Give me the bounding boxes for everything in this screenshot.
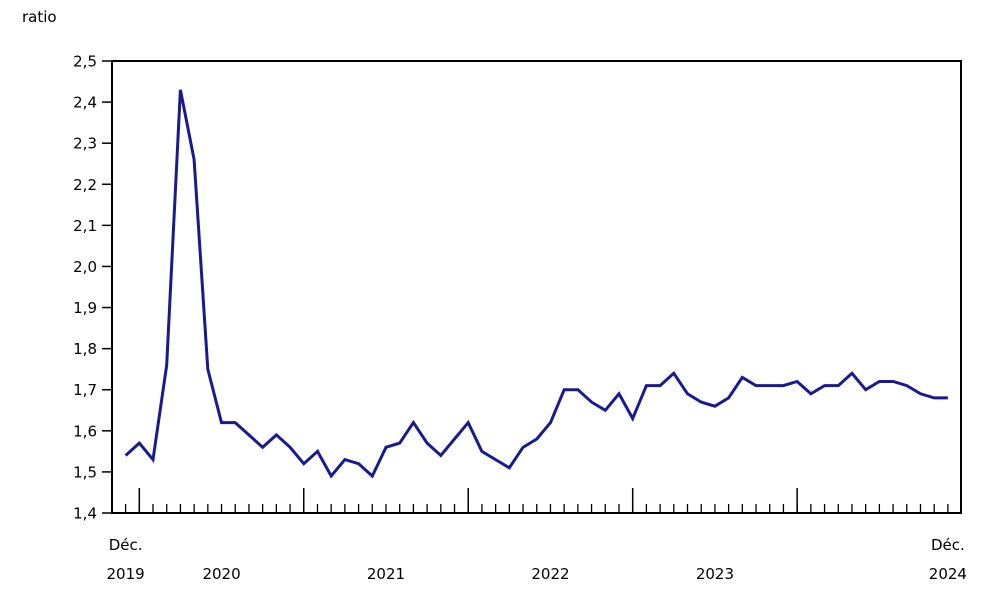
y-axis-tick-label: 1,5 [73,463,97,481]
y-axis-tick-label: 2,0 [73,258,97,276]
x-axis-month-label: Déc. [931,536,965,554]
y-axis-tick-label: 1,6 [73,422,97,440]
y-axis-tick-label: 2,5 [73,53,97,71]
x-axis-year-label: 2020 [202,565,240,583]
x-axis-year-label: 2022 [531,565,569,583]
y-axis-tick-label: 2,2 [73,176,97,194]
x-axis-year-label: 2021 [367,565,405,583]
x-axis-year-label: 2019 [107,565,145,583]
x-axis-month-label: Déc. [109,536,143,554]
y-axis-tick-label: 2,4 [73,94,97,112]
plot-frame [111,60,962,514]
y-axis-tick-label: 2,3 [73,135,97,153]
y-axis-tick-label: 1,7 [73,381,97,399]
y-axis-tick-label: 1,8 [73,340,97,358]
y-axis-tick-label: 1,4 [73,505,97,523]
x-axis-year-label: 2024 [929,565,967,583]
y-axis-tick-label: 1,9 [73,299,97,317]
x-axis-year-label: 2023 [696,565,734,583]
ratio-data-line [124,89,948,479]
y-axis-tick-label: 2,1 [73,217,97,235]
y-axis-unit-label: ratio [22,8,57,26]
